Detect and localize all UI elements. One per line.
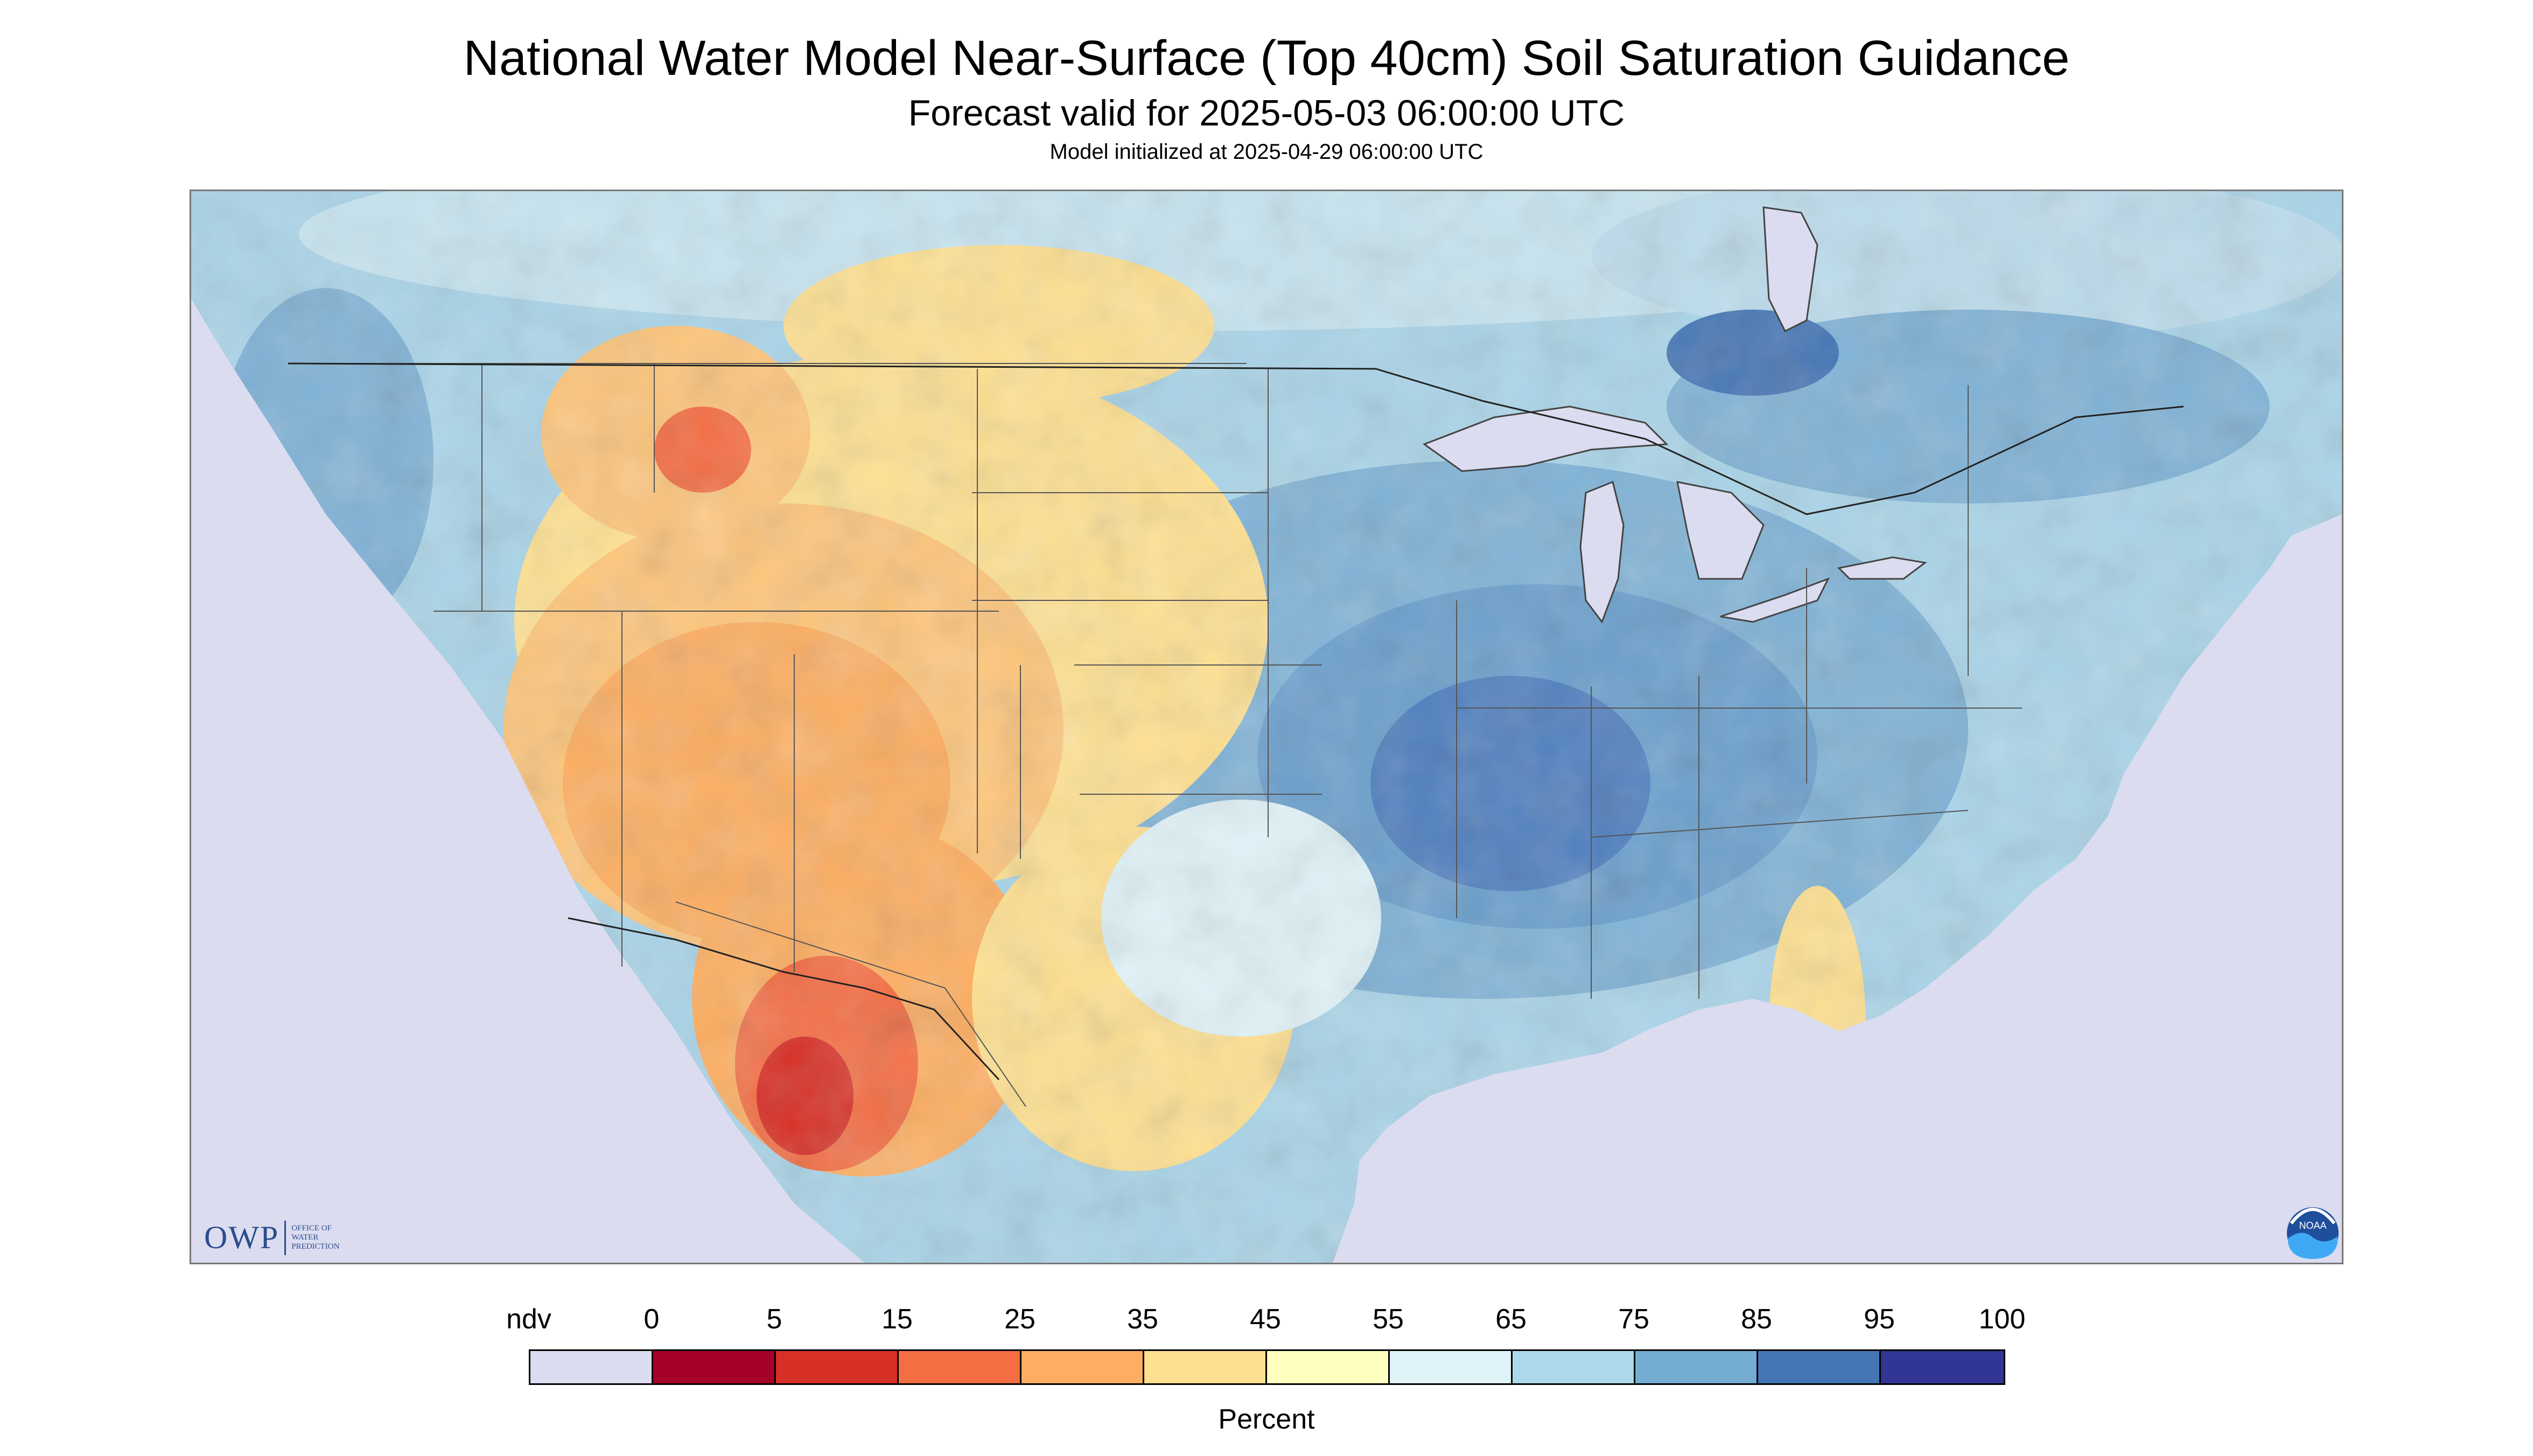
great-lakes: [1422, 206, 1927, 624]
legend-tick-6: 55: [1373, 1304, 1404, 1335]
lake-michigan: [1579, 480, 1625, 624]
owp-line-2: WATER: [291, 1233, 319, 1242]
legend-tick-10: 95: [1864, 1304, 1895, 1335]
us-mexico-border: [568, 917, 1000, 1081]
lake-erie: [1720, 577, 1830, 623]
legend-swatch-55-65: [1390, 1351, 1513, 1383]
owp-line-1: OFFICE OF: [291, 1224, 332, 1233]
legend-swatch-ndv: [530, 1351, 653, 1383]
owp-line-3: PREDICTION: [291, 1242, 340, 1251]
owp-logo-area: OWP OFFICE OF WATER PREDICTION: [204, 1219, 340, 1256]
lake-ontario: [1837, 556, 1927, 580]
legend-tick-5: 45: [1250, 1304, 1281, 1335]
legend-tick-3: 25: [1004, 1304, 1035, 1335]
lake-superior: [1422, 405, 1669, 472]
noaa-logo-icon: NOAA: [2287, 1207, 2339, 1259]
legend-swatch-95-100: [1881, 1351, 2004, 1383]
land-layer: [191, 191, 2342, 1263]
legend-swatch-0-5: [653, 1351, 776, 1383]
map-canvas: OWP OFFICE OF WATER PREDICTION NOAA: [191, 191, 2342, 1263]
legend-tick-9: 85: [1741, 1304, 1772, 1335]
legend-colorbar: [529, 1349, 2005, 1385]
legend-tick-labels: ndv 0 5 15 25 35 45 55 65 75 85 95 100: [0, 1303, 2533, 1335]
legend-swatch-15-25: [899, 1351, 1021, 1383]
owp-logo: OWP OFFICE OF WATER PREDICTION: [204, 1219, 340, 1256]
owp-logo-abbr: OWP: [204, 1220, 279, 1255]
legend-swatch-5-15: [776, 1351, 899, 1383]
legend-ndv-label: ndv: [506, 1304, 551, 1335]
noaa-logo-text: NOAA: [2299, 1220, 2326, 1231]
legend-tick-4: 35: [1127, 1304, 1158, 1335]
legend-tick-1: 5: [766, 1304, 782, 1335]
hudson-bay-inlet: [1762, 206, 1818, 333]
legend-swatch-35-45: [1144, 1351, 1267, 1383]
legend-tick-11: 100: [1978, 1304, 2026, 1335]
legend-tick-0: 0: [643, 1304, 660, 1335]
lake-huron: [1676, 481, 1765, 580]
model-init-time: Model initialized at 2025-04-29 06:00:00…: [1049, 140, 1484, 164]
legend-swatch-45-55: [1267, 1351, 1390, 1383]
legend-swatch-75-85: [1635, 1351, 1758, 1383]
legend-tick-7: 65: [1495, 1304, 1527, 1335]
map-title: National Water Model Near-Surface (Top 4…: [463, 31, 2070, 86]
legend-swatch-85-95: [1758, 1351, 1881, 1383]
owp-logo-text: OFFICE OF WATER PREDICTION: [291, 1224, 339, 1251]
legend-units: Percent: [1218, 1404, 1315, 1435]
legend-swatch-25-35: [1021, 1351, 1144, 1383]
canada-us-border: [288, 362, 2184, 515]
owp-logo-divider: [284, 1220, 286, 1255]
soil-saturation-map: OWP OFFICE OF WATER PREDICTION NOAA: [190, 190, 2343, 1264]
legend-tick-2: 15: [881, 1304, 913, 1335]
legend-swatch-65-75: [1513, 1351, 1635, 1383]
legend-tick-8: 75: [1618, 1304, 1649, 1335]
forecast-valid-time: Forecast valid for 2025-05-03 06:00:00 U…: [908, 93, 1625, 134]
